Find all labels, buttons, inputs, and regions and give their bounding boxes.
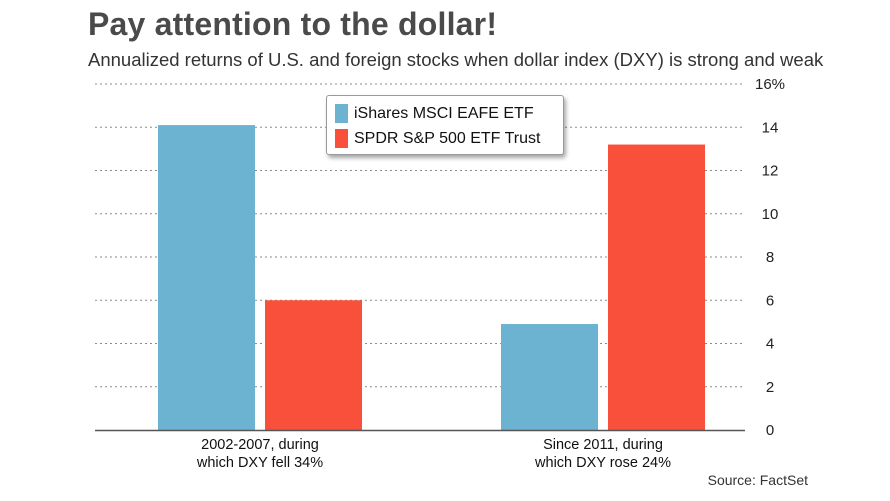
y-tick-label: 16% [755, 76, 785, 93]
category-label: which DXY fell 34% [196, 455, 323, 471]
bar-spy-0 [265, 300, 362, 430]
y-tick-label: 14 [762, 119, 779, 136]
y-tick-label: 10 [762, 206, 779, 223]
y-tick-label: 8 [766, 249, 774, 266]
bar-eafe-0 [158, 125, 255, 431]
legend-swatch-eafe [335, 104, 348, 123]
y-tick-label: 0 [766, 422, 774, 439]
category-label: 2002-2007, during [201, 437, 319, 453]
bar-spy-1 [608, 144, 705, 431]
ticks-layer: 0 2 4 6 8 10 12 14 16% [755, 76, 785, 439]
chart-subtitle: Annualized returns of U.S. and foreign s… [88, 49, 824, 70]
legend-item-spy: SPDR S&P 500 ETF Trust [335, 126, 555, 151]
chart-legend: iShares MSCI EAFE ETF SPDR S&P 500 ETF T… [326, 95, 564, 155]
bars-layer [158, 125, 705, 431]
bar-eafe-1 [501, 324, 598, 430]
legend-swatch-spy [335, 129, 348, 148]
chart-title: Pay attention to the dollar! [88, 6, 498, 42]
category-labels-layer: 2002-2007, during which DXY fell 34% Since… [196, 437, 671, 471]
y-tick-label: 4 [766, 336, 774, 353]
legend-item-eafe: iShares MSCI EAFE ETF [335, 101, 555, 126]
category-label: which DXY rose 24% [534, 455, 671, 471]
y-tick-label: 6 [766, 292, 774, 309]
y-tick-label: 2 [766, 379, 774, 396]
legend-label: iShares MSCI EAFE ETF [354, 104, 534, 122]
legend-label: SPDR S&P 500 ETF Trust [354, 129, 541, 147]
category-label: Since 2011, during [543, 437, 663, 453]
y-tick-label: 12 [762, 163, 779, 180]
source-note: Source: FactSet [707, 472, 808, 488]
